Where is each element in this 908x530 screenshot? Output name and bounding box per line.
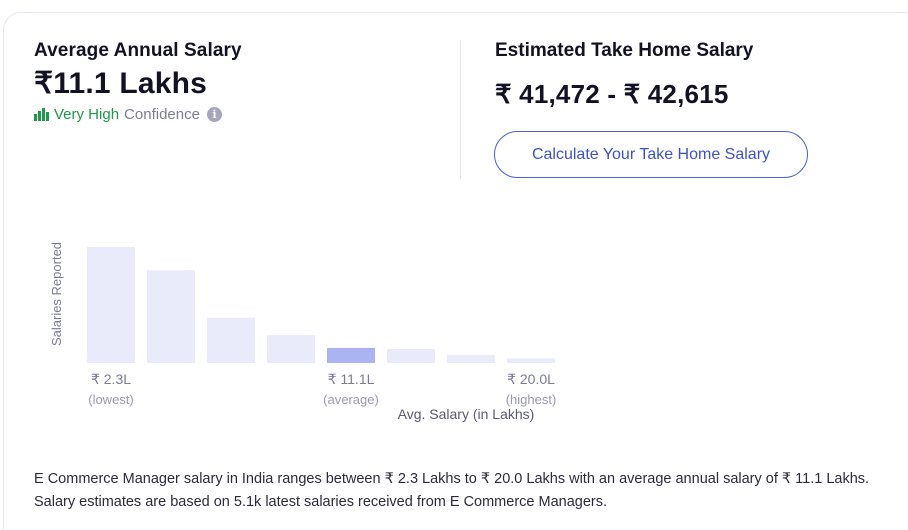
take-home-range: ₹ 41,472 - ₹ 42,615 (495, 79, 729, 109)
confidence-level: Very High (54, 106, 120, 123)
histogram-bar (267, 335, 315, 363)
panel-divider (460, 40, 461, 178)
histogram-bar (327, 347, 375, 363)
tick-sublabel: (lowest) (88, 392, 134, 407)
histogram-bar (147, 270, 195, 363)
description-line-1: E Commerce Manager salary in India range… (34, 471, 870, 487)
average-salary-value: ₹11.1 Lakhs (34, 67, 208, 100)
y-axis-label: Salaries Reported (49, 242, 64, 346)
description-line-2: Salary estimates are based on 5.1k lates… (34, 494, 607, 510)
tick-label: ₹ 11.1L (328, 371, 375, 387)
take-home-title: Estimated Take Home Salary (495, 40, 754, 61)
average-salary-title: Average Annual Salary (34, 40, 242, 61)
histogram-bar (207, 317, 255, 363)
histogram-bar (447, 354, 495, 363)
signal-bars-icon (34, 108, 49, 121)
salary-description: E Commerce Manager salary in India range… (34, 468, 894, 514)
x-axis-label: Avg. Salary (in Lakhs) (398, 406, 535, 422)
tick-sublabel: (highest) (506, 392, 557, 407)
tick-label: ₹ 2.3L (91, 371, 131, 387)
histogram-bar (387, 349, 435, 363)
histogram-bar (507, 358, 555, 363)
info-icon[interactable]: i (206, 107, 222, 122)
confidence-label: Confidence (124, 106, 200, 123)
confidence-indicator: Very High Confidence i (34, 106, 222, 123)
tick-sublabel: (average) (323, 392, 379, 407)
calculate-take-home-button[interactable]: Calculate Your Take Home Salary (494, 131, 808, 178)
tick-label: ₹ 20.0L (507, 371, 555, 387)
histogram-bar (87, 247, 135, 363)
